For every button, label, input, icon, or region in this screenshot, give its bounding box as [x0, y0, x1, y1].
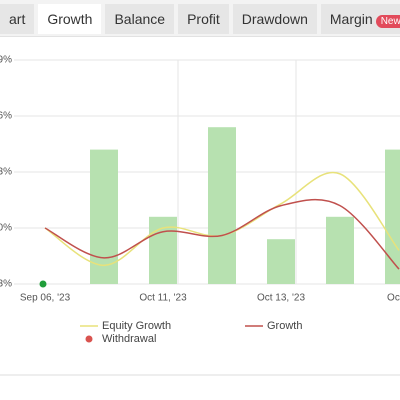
bar: [90, 149, 118, 284]
tab-label: Drawdown: [241, 11, 308, 27]
tab[interactable]: art: [0, 4, 35, 34]
chart: 3% 0% 3% 6% 9% Sep 06, '23 Oct 11, '23 Oct 13, …: [0, 55, 400, 376]
tab[interactable]: Balance: [105, 4, 175, 34]
tab-label: Balance: [114, 11, 166, 27]
y-tick-label: 6%: [0, 111, 12, 122]
y-tick-label: 9%: [0, 55, 12, 66]
x-tick-label: Oct 13, '23: [257, 293, 305, 304]
y-tick-label: 3%: [0, 167, 12, 178]
tab-label: Profit: [187, 11, 220, 27]
bar: [267, 239, 295, 284]
legend-swatch: [85, 335, 93, 343]
new-badge: New: [375, 15, 400, 28]
legend-label: Equity Growth: [102, 320, 171, 332]
tab-label: art: [9, 11, 26, 27]
tab[interactable]: Margin New: [320, 4, 400, 34]
series-line: [44, 198, 400, 270]
x-tick-label: Oct 1: [387, 293, 400, 304]
x-tick-label: Sep 06, '23: [20, 293, 71, 304]
tab-label: Growth: [47, 11, 93, 27]
tab-label: Margin: [329, 11, 373, 27]
y-tick-label: 0%: [0, 223, 12, 234]
y-tick-label: 3%: [0, 279, 12, 290]
legend-label: Withdrawal: [102, 333, 156, 345]
tab-bar: art Growth Balance Profit Drawdown Margin New: [0, 0, 400, 37]
x-tick-label: Oct 11, '23: [139, 293, 187, 304]
tab[interactable]: Growth: [38, 4, 102, 34]
bar: [326, 216, 354, 284]
legend-label: Growth: [267, 320, 302, 332]
tab[interactable]: Profit: [178, 4, 229, 34]
tab[interactable]: Drawdown: [232, 4, 317, 34]
bar: [385, 149, 400, 284]
withdrawal-point: [39, 280, 47, 288]
bar: [208, 127, 236, 284]
